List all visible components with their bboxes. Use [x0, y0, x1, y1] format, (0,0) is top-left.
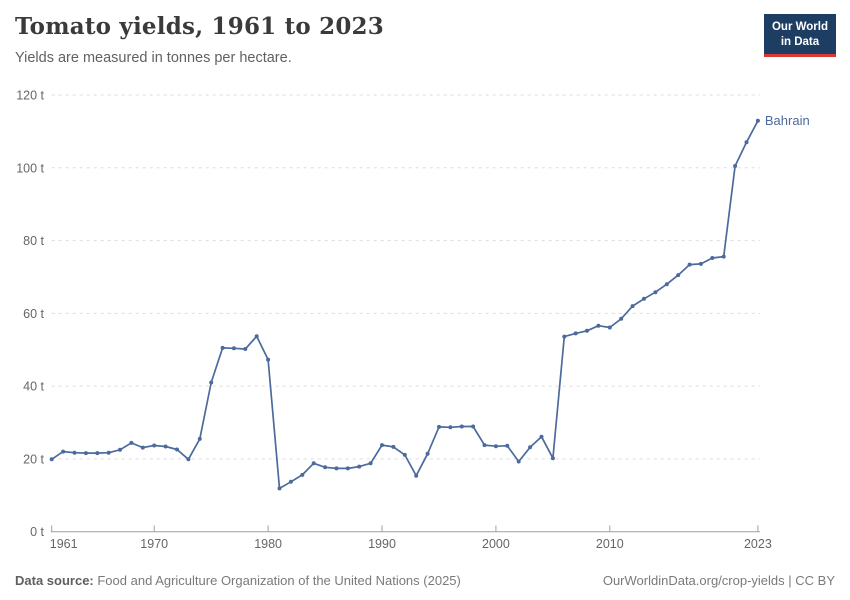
- series-line-bahrain[interactable]: [50, 119, 759, 490]
- data-point-2021[interactable]: [733, 164, 738, 168]
- data-point-2016[interactable]: [676, 273, 681, 278]
- data-point-2022[interactable]: [744, 140, 749, 145]
- data-point-1996[interactable]: [448, 425, 453, 430]
- data-point-1969[interactable]: [140, 445, 145, 450]
- data-point-2015[interactable]: [664, 282, 669, 287]
- owid-url-link[interactable]: OurWorldinData.org/crop-yields | CC BY: [602, 573, 835, 588]
- x-axis-tick-label: 1970: [140, 537, 168, 551]
- chart-footer: Data source: Food and Agriculture Organi…: [15, 573, 835, 588]
- y-axis-tick-label: 0 t: [30, 525, 44, 539]
- data-point-2000[interactable]: [493, 444, 498, 449]
- x-axis-tick-label: 1980: [254, 537, 282, 551]
- owid-logo-line1: Our World: [771, 21, 828, 33]
- data-point-1979[interactable]: [254, 334, 259, 339]
- data-point-1972[interactable]: [175, 447, 179, 452]
- data-point-1997[interactable]: [459, 424, 464, 429]
- data-point-1990[interactable]: [380, 443, 384, 448]
- data-point-2014[interactable]: [653, 290, 658, 295]
- data-point-1964[interactable]: [83, 451, 88, 456]
- y-axis-tick-label: 20 t: [23, 452, 44, 466]
- data-point-1966[interactable]: [106, 450, 111, 455]
- x-axis-tick-label: 1961: [50, 537, 78, 551]
- data-point-2020[interactable]: [721, 254, 726, 259]
- data-point-2010[interactable]: [607, 325, 612, 330]
- y-axis-tick-label: 40 t: [23, 380, 44, 394]
- chart-header: Tomato yields, 1961 to 2023 Yields are m…: [15, 13, 730, 66]
- data-point-2004[interactable]: [539, 434, 544, 439]
- data-point-1968[interactable]: [129, 440, 134, 445]
- chart-subtitle: Yields are measured in tonnes per hectar…: [15, 49, 292, 66]
- data-point-2009[interactable]: [596, 323, 601, 328]
- data-point-1994[interactable]: [425, 451, 430, 456]
- y-axis-tick-label: 100 t: [16, 161, 44, 175]
- data-point-1984[interactable]: [311, 461, 316, 466]
- data-point-1963[interactable]: [72, 450, 77, 455]
- data-point-1992[interactable]: [402, 452, 407, 457]
- data-point-2002[interactable]: [516, 459, 521, 464]
- data-point-1978[interactable]: [243, 347, 248, 351]
- x-axis-tick-label: 2023: [744, 537, 772, 551]
- data-point-1975[interactable]: [209, 380, 214, 385]
- data-point-1965[interactable]: [95, 451, 100, 456]
- data-source-note: Data source: Food and Agriculture Organi…: [15, 573, 461, 588]
- data-point-2019[interactable]: [710, 256, 715, 260]
- x-axis-tick-label: 2010: [596, 537, 624, 551]
- data-point-2013[interactable]: [642, 296, 646, 301]
- data-source-label: Data source:: [15, 573, 94, 588]
- data-point-2018[interactable]: [698, 261, 703, 266]
- x-axis-tick-label: 2000: [482, 537, 510, 551]
- data-point-2017[interactable]: [687, 262, 692, 267]
- data-point-2008[interactable]: [585, 328, 589, 333]
- data-point-2012[interactable]: [630, 304, 635, 309]
- data-point-1993[interactable]: [414, 473, 419, 478]
- data-point-1989[interactable]: [368, 461, 373, 466]
- series-entity-label[interactable]: Bahrain: [765, 113, 810, 128]
- data-point-2001[interactable]: [505, 443, 510, 448]
- data-point-2005[interactable]: [550, 456, 555, 461]
- data-point-1998[interactable]: [471, 424, 476, 429]
- y-axis-tick-label: 120 t: [16, 89, 44, 103]
- data-point-1987[interactable]: [345, 466, 350, 471]
- data-point-1988[interactable]: [357, 464, 362, 469]
- data-point-1962[interactable]: [61, 449, 66, 454]
- y-axis-tick-label: 80 t: [23, 234, 44, 248]
- data-point-1999[interactable]: [482, 443, 487, 448]
- data-point-1977[interactable]: [231, 346, 236, 351]
- x-axis-tick-label: 1990: [368, 537, 396, 551]
- data-point-1981[interactable]: [277, 486, 282, 491]
- data-point-1991[interactable]: [391, 444, 396, 449]
- y-axis-tick-label: 60 t: [23, 307, 44, 321]
- data-point-1961[interactable]: [49, 457, 54, 462]
- data-point-1970[interactable]: [152, 443, 157, 448]
- data-point-2007[interactable]: [573, 331, 578, 336]
- data-point-1986[interactable]: [334, 466, 339, 471]
- data-point-1967[interactable]: [118, 447, 122, 452]
- data-point-1976[interactable]: [220, 345, 225, 350]
- data-point-2003[interactable]: [528, 445, 533, 450]
- data-point-1974[interactable]: [197, 436, 202, 441]
- data-point-1973[interactable]: [186, 457, 191, 462]
- data-point-1971[interactable]: [163, 444, 168, 449]
- data-point-2011[interactable]: [619, 316, 624, 321]
- data-point-1980[interactable]: [266, 357, 271, 362]
- data-point-2023[interactable]: [755, 118, 760, 123]
- owid-logo-line2: in Data: [780, 35, 820, 48]
- data-point-2006[interactable]: [562, 334, 567, 339]
- data-source-text: Food and Agriculture Organization of the…: [93, 573, 461, 588]
- data-point-1983[interactable]: [300, 472, 305, 477]
- data-point-1985[interactable]: [323, 465, 328, 470]
- chart-title: Tomato yields, 1961 to 2023: [15, 13, 384, 40]
- data-point-1982[interactable]: [288, 479, 293, 484]
- owid-logo[interactable]: Our World in Data: [763, 14, 836, 57]
- data-point-1995[interactable]: [437, 424, 441, 429]
